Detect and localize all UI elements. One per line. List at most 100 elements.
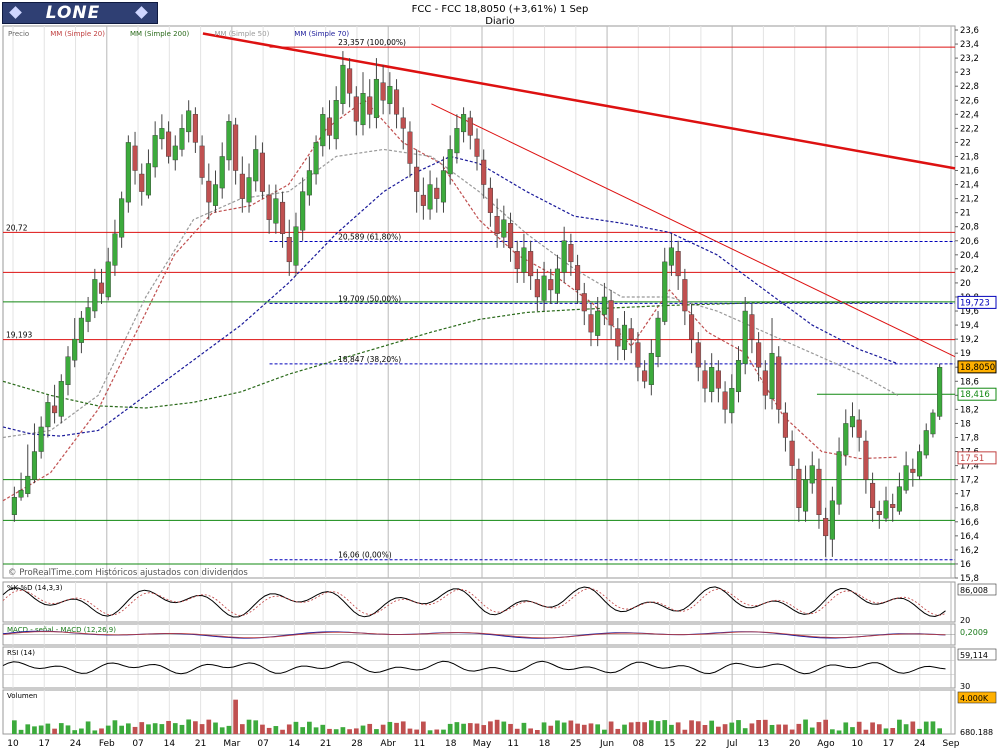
volume-bar: [394, 722, 399, 734]
candle-body: [461, 114, 467, 133]
volume-bar: [514, 728, 520, 734]
volume-bar: [481, 725, 487, 734]
candle-body: [166, 131, 172, 157]
volume-bar: [427, 730, 433, 734]
candle-body: [628, 328, 634, 340]
candle-body: [849, 416, 856, 428]
volume-bar: [132, 726, 138, 734]
candle-body: [139, 173, 145, 192]
macd-signal: [2, 631, 946, 639]
volume-bar: [555, 720, 560, 734]
y-tick-label: 22,2: [960, 124, 979, 134]
y-tick-label: 20,8: [960, 223, 979, 233]
price-tag: [957, 360, 997, 374]
y-tick-label: 16,4: [960, 532, 979, 542]
volume-bar: [581, 724, 587, 734]
y-tick-label: 20: [960, 279, 971, 289]
candle-body: [400, 117, 406, 129]
candle-body: [105, 261, 111, 298]
candle-body: [407, 131, 413, 164]
indicator-tick-label: 59,114: [960, 651, 988, 660]
indicator-tag: [957, 583, 997, 596]
volume-bar: [146, 724, 151, 734]
candle-body: [38, 426, 44, 452]
volume-bar: [320, 724, 326, 734]
volume-bar: [716, 726, 721, 734]
candle-body: [876, 511, 882, 515]
candle-body: [65, 356, 71, 385]
volume-bar: [501, 721, 507, 734]
candle-body: [179, 128, 185, 150]
candle-body: [333, 100, 339, 140]
volume-bar: [568, 720, 574, 734]
candle-body: [226, 121, 232, 161]
candle-body: [621, 324, 628, 350]
ma-line: [2, 148, 899, 439]
candle-body: [729, 388, 735, 414]
candle-body: [293, 226, 299, 266]
y-tick-label: 19,2: [960, 335, 979, 345]
candle-body: [72, 338, 78, 361]
candle-body: [937, 367, 943, 417]
lone-logo[interactable]: LONE: [2, 2, 158, 24]
candle-body: [31, 451, 38, 480]
level-label: 19,193: [6, 331, 32, 340]
candle-body: [554, 268, 561, 294]
candle-body: [440, 170, 447, 203]
y-tick-label: 21,2: [960, 195, 979, 205]
price-tag: [957, 451, 997, 465]
volume-bar: [689, 720, 694, 734]
volume-bar: [816, 722, 822, 734]
x-tick-label: 25: [570, 739, 581, 749]
candle-body: [447, 149, 453, 175]
indicator-panel-0: [2, 581, 956, 623]
x-tick-label: 15: [664, 739, 675, 749]
candle-body: [45, 402, 51, 428]
candle-body: [575, 265, 581, 291]
volume-bar: [333, 729, 339, 734]
candle-body: [608, 300, 614, 326]
volume-bar: [38, 725, 44, 734]
volume-bar: [25, 724, 31, 734]
candle-body: [192, 114, 198, 143]
volume-bar: [863, 729, 869, 734]
candle-body: [340, 64, 346, 104]
price-tag-label: 18,8050: [960, 363, 995, 373]
candle-body: [18, 489, 24, 498]
candle-body: [803, 479, 809, 512]
volume-bar: [608, 721, 614, 734]
y-tick-label: 21,4: [960, 181, 979, 191]
candle-body: [487, 187, 493, 213]
x-tick-label: 21: [320, 739, 331, 749]
x-tick-label: 14: [164, 739, 176, 749]
candle-body: [870, 482, 876, 508]
candle-body: [360, 93, 366, 126]
volume-bar: [789, 729, 795, 734]
volume-bar: [347, 729, 352, 734]
candle-body: [561, 240, 567, 273]
volume-bar: [709, 720, 715, 734]
candle-body: [152, 135, 158, 168]
volume-bar: [193, 721, 198, 734]
y-tick-label: 22,4: [960, 110, 979, 120]
volume-bar: [380, 724, 386, 734]
candle-body: [347, 68, 353, 94]
volume-bar: [434, 729, 440, 734]
candle-body: [25, 475, 31, 494]
volume-bar: [749, 723, 755, 734]
candle-body: [903, 465, 909, 491]
x-tick-label: 24: [70, 739, 82, 749]
indicator-panel-2: [2, 646, 956, 689]
candle-body: [514, 251, 520, 270]
x-tick-label: 21: [195, 739, 206, 749]
candle-body: [796, 468, 802, 508]
candle-body: [467, 117, 473, 136]
volume-bar: [119, 725, 124, 734]
candle-body: [159, 128, 165, 140]
volume-bar: [300, 727, 306, 734]
volume-bar: [186, 719, 192, 734]
candle-body: [219, 156, 225, 189]
volume-bar: [675, 722, 681, 734]
